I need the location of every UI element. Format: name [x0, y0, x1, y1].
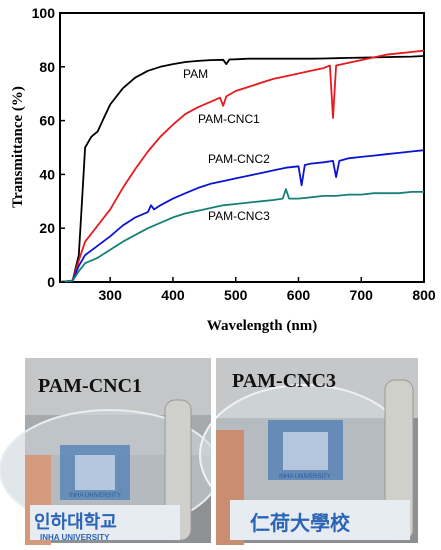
- x-tick-label: 800: [412, 287, 436, 303]
- x-tick-label: 400: [161, 287, 185, 303]
- series-label-pam: PAM: [183, 67, 208, 81]
- plot-lines: [59, 49, 425, 283]
- series-line-pam-cnc2: [59, 149, 425, 283]
- photo1-bottom-text: 인하대학교: [34, 511, 117, 533]
- series-line-pam-cnc1: [59, 49, 425, 283]
- y-tick-label: 40: [39, 166, 55, 182]
- series-label-pam-cnc1: PAM-CNC1: [198, 112, 260, 126]
- series-label-pam-cnc2: PAM-CNC2: [208, 152, 270, 166]
- x-axis-ticks: 300 400 500 600 700 800: [99, 277, 436, 303]
- photo1-seal-text: INHA UNIVERSITY: [69, 493, 121, 499]
- series-labels: PAM PAM-CNC1 PAM-CNC2 PAM-CNC3: [183, 67, 270, 223]
- series-label-pam-cnc3: PAM-CNC3: [208, 209, 270, 223]
- photo2-label: PAM-CNC3: [232, 370, 336, 392]
- y-tick-label: 60: [39, 113, 55, 129]
- plot-frame: [59, 12, 425, 283]
- series-line-pam-cnc3: [59, 188, 424, 283]
- y-axis-ticks: 0 20 40 60 80 100: [32, 5, 65, 290]
- series-line-pam: [59, 55, 425, 283]
- photo-pam-cnc1: PAM-CNC1 INHA UNIVERSITY 인하대학교 INHA UNIV…: [0, 358, 221, 545]
- y-tick-label: 20: [39, 220, 55, 236]
- y-tick-label: 0: [47, 274, 55, 290]
- x-tick-label: 300: [99, 287, 123, 303]
- x-tick-label: 500: [224, 287, 248, 303]
- y-tick-label: 100: [32, 5, 56, 21]
- x-tick-label: 600: [287, 287, 311, 303]
- photo-divider: [211, 358, 216, 543]
- x-axis-label: Wavelength (nm): [207, 318, 317, 334]
- photo-pam-cnc3: PAM-CNC3 INHA UNIVERSITY 仁荷大學校: [199, 358, 418, 545]
- y-axis-label: Transmittance (%): [10, 86, 26, 208]
- photo1-sub-text: INHA UNIVERSITY: [40, 533, 110, 542]
- x-tick-label: 700: [350, 287, 374, 303]
- transmittance-chart: PAM PAM-CNC1 PAM-CNC2 PAM-CNC3 0 20 40 60 80 100…: [10, 5, 436, 334]
- y-tick-label: 80: [39, 59, 55, 75]
- photo2-bottom-text: 仁荷大學校: [250, 511, 351, 535]
- photo1-label: PAM-CNC1: [38, 375, 142, 397]
- photo2-seal-text: INHA UNIVERSITY: [279, 474, 331, 480]
